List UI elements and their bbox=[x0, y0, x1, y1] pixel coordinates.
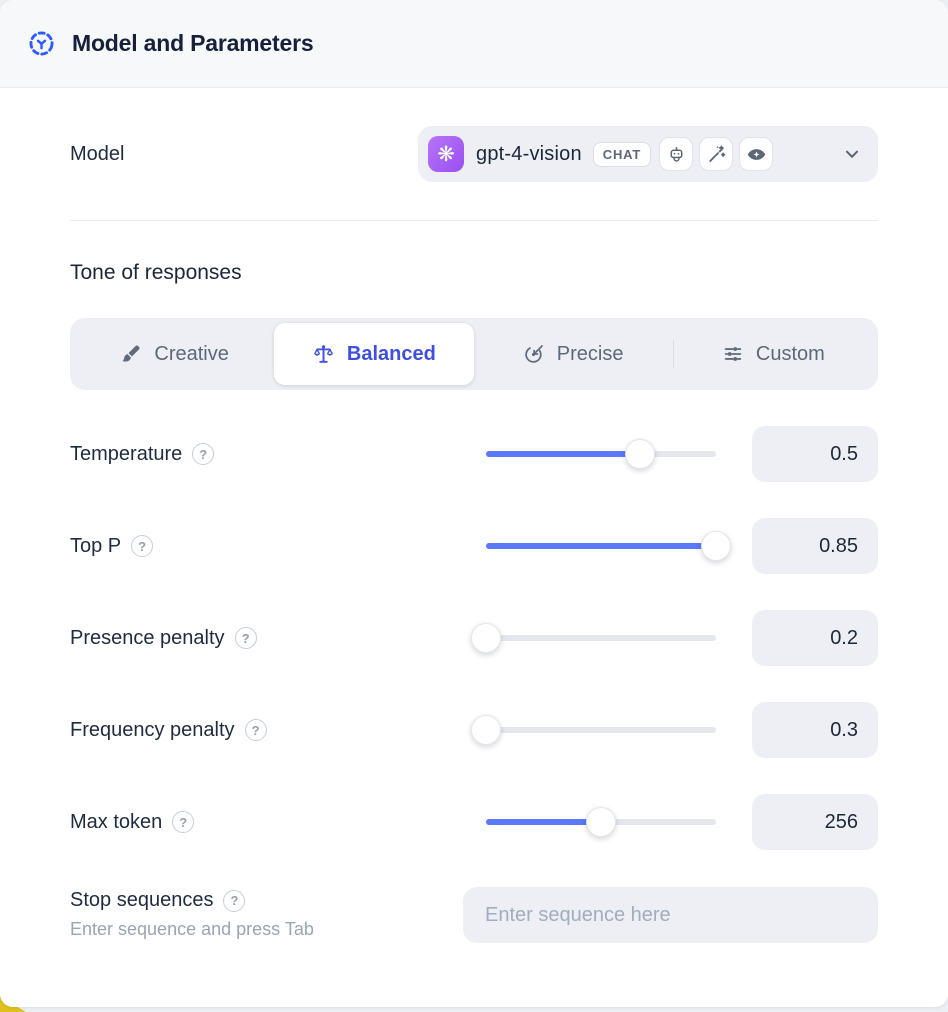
param-row-temperature: Temperature ? 0.5 bbox=[70, 426, 878, 482]
capability-badges bbox=[659, 137, 774, 171]
temperature-slider[interactable] bbox=[486, 439, 716, 469]
max-token-slider[interactable] bbox=[486, 807, 716, 837]
slider-thumb[interactable] bbox=[471, 623, 501, 653]
tone-option-custom[interactable]: Custom bbox=[674, 323, 873, 385]
presence-penalty-slider[interactable] bbox=[471, 623, 716, 653]
slider-thumb[interactable] bbox=[701, 531, 731, 561]
top-p-slider[interactable] bbox=[486, 531, 731, 561]
slider-fill bbox=[486, 451, 641, 457]
help-icon[interactable]: ? bbox=[172, 811, 195, 833]
help-icon[interactable]: ? bbox=[234, 627, 257, 649]
tone-option-label: Custom bbox=[755, 342, 825, 365]
panel-title: Model and Parameters bbox=[72, 30, 314, 56]
tone-option-label: Balanced bbox=[346, 342, 436, 365]
slider-thumb[interactable] bbox=[586, 807, 616, 837]
param-label: Presence penalty bbox=[70, 626, 225, 649]
chevron-down-icon bbox=[841, 143, 863, 165]
magic-wand-icon bbox=[699, 137, 734, 171]
max-token-value[interactable]: 256 bbox=[752, 794, 878, 850]
top-p-value[interactable]: 0.85 bbox=[752, 518, 878, 574]
slider-fill bbox=[486, 543, 716, 549]
model-row: Model ❋ gpt-4-vision CHAT bbox=[70, 126, 878, 182]
param-label: Frequency penalty bbox=[70, 718, 235, 741]
temperature-value[interactable]: 0.5 bbox=[752, 426, 878, 482]
paintbrush-icon bbox=[122, 345, 140, 362]
tone-heading: Tone of responses bbox=[70, 261, 242, 284]
tone-option-precise[interactable]: Precise bbox=[474, 323, 673, 385]
tone-separator bbox=[672, 340, 674, 368]
stop-sequences-label: Stop sequences bbox=[70, 889, 214, 911]
sliders-icon bbox=[724, 347, 742, 361]
tone-segmented-control: Creative B bbox=[70, 318, 878, 390]
slider-thumb[interactable] bbox=[625, 439, 656, 469]
help-icon[interactable]: ? bbox=[131, 535, 154, 557]
presence-penalty-value[interactable]: 0.2 bbox=[752, 610, 878, 666]
tone-option-creative[interactable]: Creative bbox=[75, 323, 274, 385]
slider-track bbox=[486, 635, 716, 641]
model-node-icon bbox=[28, 30, 55, 57]
stop-sequence-input[interactable] bbox=[463, 887, 878, 943]
model-label: Model bbox=[70, 142, 125, 165]
slider-fill bbox=[486, 819, 601, 825]
param-label: Top P bbox=[70, 534, 122, 557]
tone-option-balanced[interactable]: Balanced bbox=[274, 323, 474, 385]
param-row-max-token: Max token ? 256 bbox=[70, 794, 878, 850]
frequency-penalty-value[interactable]: 0.3 bbox=[752, 702, 878, 758]
panel-header: Model and Parameters bbox=[0, 0, 948, 88]
selected-model-name: gpt-4-vision bbox=[476, 142, 582, 165]
param-row-top-p: Top P ? 0.85 bbox=[70, 518, 878, 574]
model-select-dropdown[interactable]: ❋ gpt-4-vision CHAT bbox=[418, 126, 878, 182]
help-icon[interactable]: ? bbox=[244, 719, 267, 741]
vision-eye-icon bbox=[739, 137, 774, 171]
panel-body: Model ❋ gpt-4-vision CHAT bbox=[0, 126, 948, 943]
slider-thumb[interactable] bbox=[471, 715, 501, 745]
tone-option-label: Creative bbox=[154, 342, 229, 365]
slider-track bbox=[486, 727, 716, 733]
section-divider bbox=[70, 220, 878, 221]
param-label: Max token bbox=[70, 810, 163, 833]
openai-logo-icon: ❋ bbox=[428, 136, 464, 172]
balance-scale-icon bbox=[314, 344, 333, 363]
param-label: Temperature bbox=[70, 442, 183, 465]
stop-sequences-row: Stop sequences ? Enter sequence and pres… bbox=[70, 887, 878, 943]
param-row-frequency-penalty: Frequency penalty ? 0.3 bbox=[70, 702, 878, 758]
param-row-presence-penalty: Presence penalty ? 0.2 bbox=[70, 610, 878, 666]
chat-mode-badge: CHAT bbox=[592, 141, 652, 167]
frequency-penalty-slider[interactable] bbox=[471, 715, 716, 745]
target-icon bbox=[525, 345, 543, 363]
robot-icon bbox=[659, 137, 694, 171]
help-icon[interactable]: ? bbox=[223, 889, 246, 912]
help-icon[interactable]: ? bbox=[192, 443, 215, 465]
stop-sequences-hint: Enter sequence and press Tab bbox=[70, 919, 314, 939]
tone-option-label: Precise bbox=[556, 342, 624, 365]
